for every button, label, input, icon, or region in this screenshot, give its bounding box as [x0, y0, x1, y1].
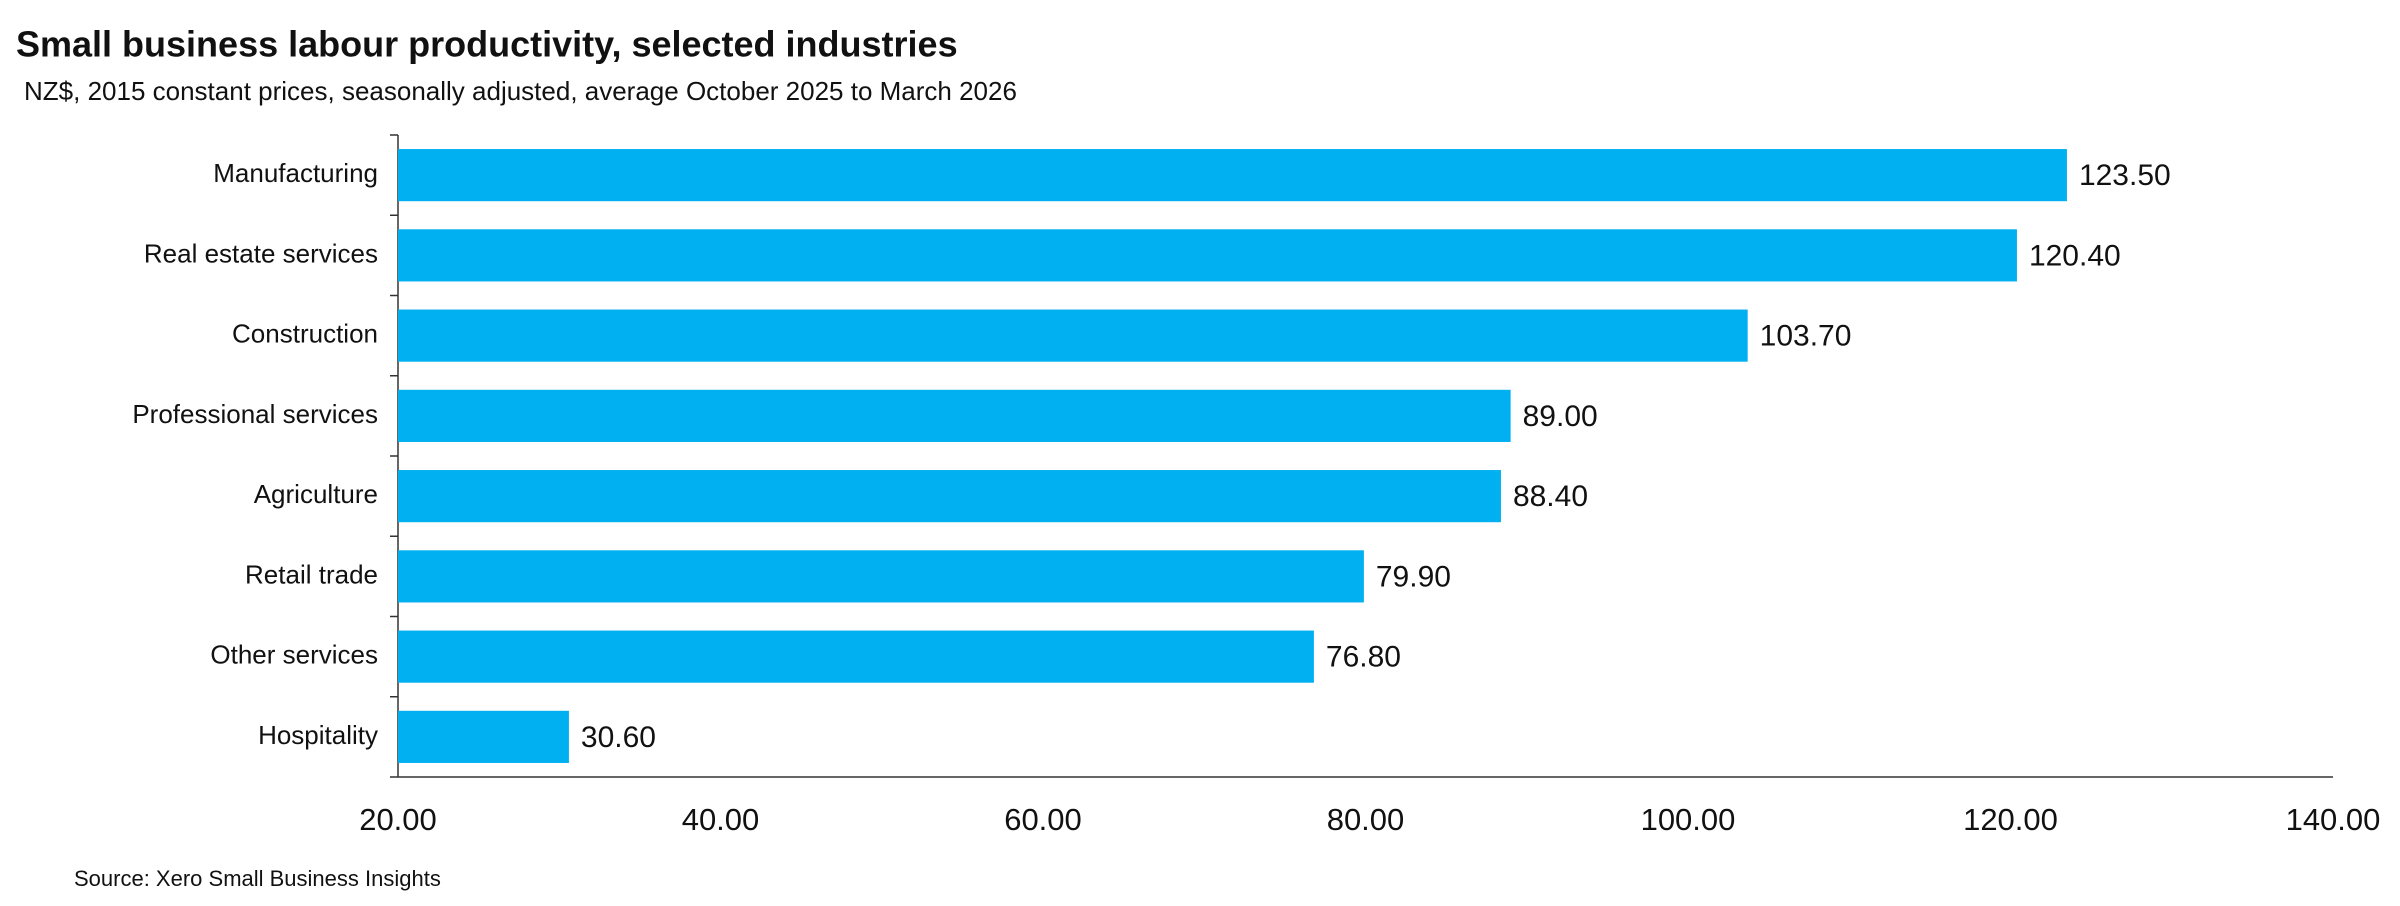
x-tick-label: 20.00 — [359, 802, 437, 837]
value-label: 76.80 — [1326, 641, 1401, 674]
bar — [398, 470, 1501, 523]
bar — [398, 309, 1748, 362]
value-label: 30.60 — [581, 721, 656, 754]
value-label: 123.50 — [2079, 159, 2171, 192]
y-tick-label: Retail trade — [245, 559, 378, 589]
bar — [398, 149, 2067, 202]
y-tick-label: Manufacturing — [213, 158, 378, 188]
source-note: Source: Xero Small Business Insights — [74, 866, 441, 891]
x-tick-label: 40.00 — [682, 802, 760, 837]
x-tick-label: 60.00 — [1004, 802, 1082, 837]
chart-subtitle: NZ$, 2015 constant prices, seasonally ad… — [24, 76, 1017, 106]
value-label: 103.70 — [1760, 320, 1852, 353]
x-tick-label: 120.00 — [1963, 802, 2058, 837]
value-label: 120.40 — [2029, 239, 2121, 272]
y-tick-label: Construction — [232, 319, 378, 349]
x-tick-label: 80.00 — [1327, 802, 1405, 837]
value-label: 79.90 — [1376, 560, 1451, 593]
y-tick-label: Agriculture — [254, 479, 378, 509]
value-label: 89.00 — [1523, 400, 1598, 433]
y-tick-label: Professional services — [132, 399, 378, 429]
x-tick-label: 100.00 — [1641, 802, 1736, 837]
bar — [398, 710, 569, 763]
bar — [398, 550, 1364, 603]
value-label: 88.40 — [1513, 480, 1588, 513]
bar — [398, 389, 1511, 442]
x-tick-label: 140.00 — [2286, 802, 2381, 837]
y-tick-label: Real estate services — [144, 238, 378, 268]
y-tick-label: Other services — [210, 640, 378, 670]
bar — [398, 630, 1314, 683]
bar — [398, 229, 2017, 282]
y-tick-label: Hospitality — [258, 720, 378, 750]
chart-title: Small business labour productivity, sele… — [16, 24, 958, 65]
